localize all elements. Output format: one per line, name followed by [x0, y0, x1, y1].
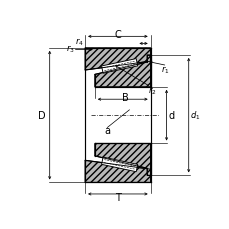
- Text: $r_1$: $r_1$: [161, 64, 169, 76]
- Polygon shape: [94, 56, 150, 87]
- Text: a: a: [104, 126, 110, 136]
- Text: B: B: [122, 93, 129, 103]
- Text: $r_3$: $r_3$: [65, 43, 74, 54]
- Text: $r_2$: $r_2$: [147, 86, 156, 97]
- Text: D: D: [38, 111, 46, 121]
- Text: d: d: [168, 111, 174, 121]
- Polygon shape: [85, 49, 150, 71]
- Polygon shape: [94, 144, 150, 176]
- Text: $d_1$: $d_1$: [189, 109, 199, 122]
- Text: T: T: [114, 192, 120, 202]
- Polygon shape: [85, 161, 150, 183]
- Polygon shape: [101, 157, 137, 172]
- Text: $r_4$: $r_4$: [75, 36, 84, 48]
- Polygon shape: [101, 59, 137, 74]
- Text: C: C: [114, 30, 121, 40]
